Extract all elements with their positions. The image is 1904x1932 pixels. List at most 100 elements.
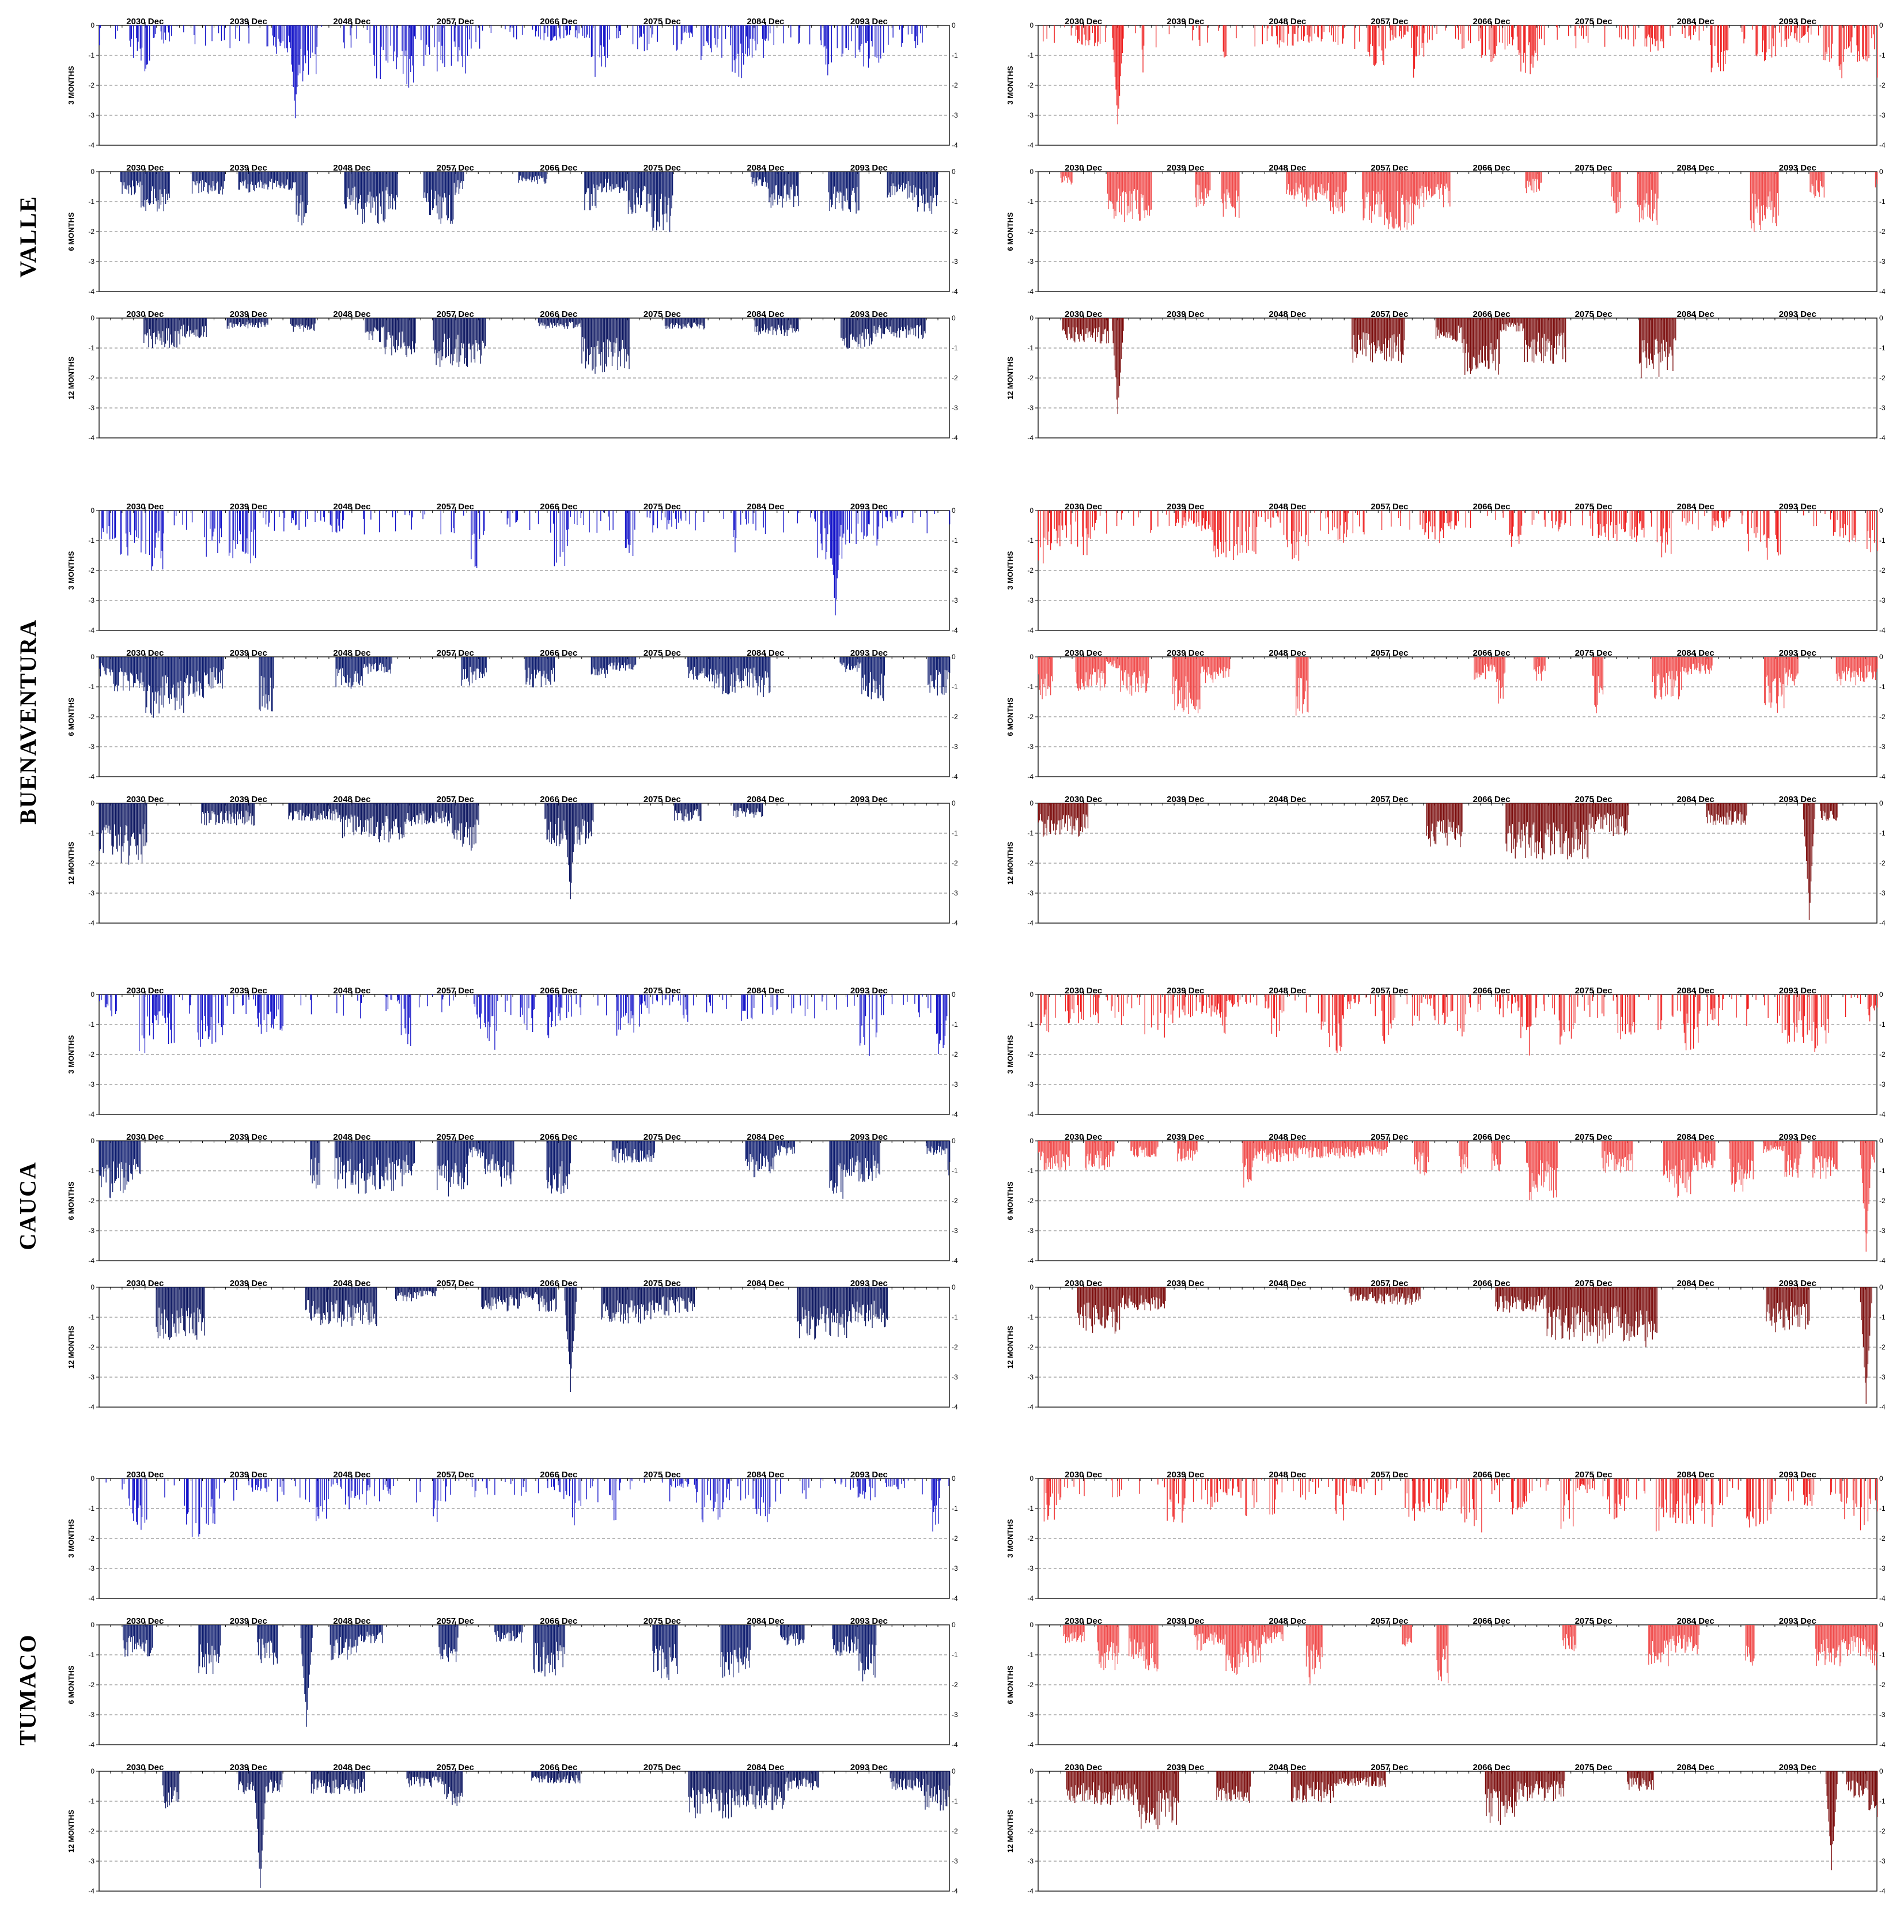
bar	[150, 172, 151, 204]
bar	[167, 172, 168, 201]
bar	[113, 657, 114, 684]
bar	[249, 172, 251, 192]
bar	[886, 318, 887, 327]
bar	[1176, 511, 1177, 523]
bar	[793, 318, 794, 328]
bar	[623, 172, 624, 191]
bar	[1723, 511, 1724, 528]
bar	[253, 511, 254, 556]
bar	[1229, 511, 1231, 551]
bar	[1270, 511, 1271, 528]
bar	[1288, 25, 1289, 34]
bar	[341, 803, 342, 819]
bar	[1663, 511, 1664, 529]
bar	[320, 803, 321, 814]
bar	[1390, 172, 1391, 213]
bar	[283, 511, 285, 532]
bar	[1478, 318, 1479, 355]
y-tick-label: -1	[88, 536, 94, 545]
bar	[1300, 172, 1301, 185]
bar	[1793, 25, 1795, 39]
bar	[1062, 511, 1063, 530]
bar	[588, 803, 589, 839]
bar	[570, 25, 571, 31]
bar	[529, 511, 531, 531]
bar	[562, 511, 563, 552]
bar	[1061, 511, 1062, 526]
bar	[935, 172, 936, 195]
bar	[831, 25, 832, 63]
bar	[381, 318, 383, 328]
bar	[466, 657, 467, 679]
bar	[1521, 318, 1523, 324]
y-tick-label: -3	[1027, 404, 1034, 412]
bar	[584, 25, 585, 38]
bar	[195, 172, 196, 186]
bar	[268, 657, 270, 695]
bar	[1146, 172, 1148, 211]
bar	[1418, 25, 1420, 55]
bar	[828, 172, 830, 192]
y-tick-label-right: -2	[1879, 228, 1886, 236]
bar	[296, 803, 297, 811]
bar	[195, 657, 196, 682]
bar	[370, 657, 372, 672]
bar	[1383, 318, 1384, 345]
bar	[1277, 511, 1278, 517]
bar	[475, 803, 476, 844]
y-tick-label-right: -1	[1879, 536, 1886, 545]
x-tick-label: 2093 Dec	[1779, 164, 1816, 173]
bar	[618, 25, 619, 38]
bar	[1449, 172, 1451, 207]
bar	[1401, 172, 1402, 198]
bar	[792, 172, 793, 185]
bar	[687, 657, 688, 667]
bar	[470, 803, 471, 827]
bar	[467, 318, 468, 367]
bar	[602, 172, 603, 192]
bar	[853, 657, 854, 668]
bar	[1318, 172, 1319, 187]
y-tick-label-right: 0	[952, 314, 956, 322]
bar	[167, 657, 168, 678]
bar	[1451, 318, 1452, 336]
bar	[1777, 172, 1778, 194]
bar	[733, 511, 735, 530]
bar	[1220, 511, 1221, 542]
y-tick-label: 0	[1029, 168, 1034, 176]
bar	[882, 657, 883, 699]
bar	[568, 803, 569, 865]
bar	[597, 172, 599, 191]
bar	[359, 172, 360, 199]
bar	[866, 318, 867, 339]
bar	[584, 172, 585, 210]
bar	[934, 511, 936, 514]
bar	[756, 318, 758, 332]
bar	[1327, 511, 1328, 517]
bar	[1287, 511, 1288, 547]
bar	[868, 657, 869, 697]
bar	[1832, 25, 1833, 44]
bar	[396, 318, 397, 340]
bar	[1118, 25, 1119, 109]
bar	[901, 318, 902, 327]
bar	[842, 657, 843, 665]
bar	[540, 318, 542, 323]
bar	[671, 511, 672, 527]
bar	[201, 803, 202, 824]
bar	[374, 318, 376, 328]
bar	[834, 511, 835, 598]
bar	[590, 803, 592, 837]
bar	[559, 25, 561, 39]
bar	[351, 657, 353, 687]
bar	[143, 803, 145, 846]
bar	[304, 25, 305, 56]
bar	[463, 511, 464, 516]
bar	[574, 318, 576, 327]
bar	[675, 318, 676, 326]
bar	[831, 511, 832, 559]
bar	[214, 803, 215, 815]
bar	[426, 25, 427, 45]
bar	[366, 318, 368, 332]
bar	[130, 511, 131, 535]
